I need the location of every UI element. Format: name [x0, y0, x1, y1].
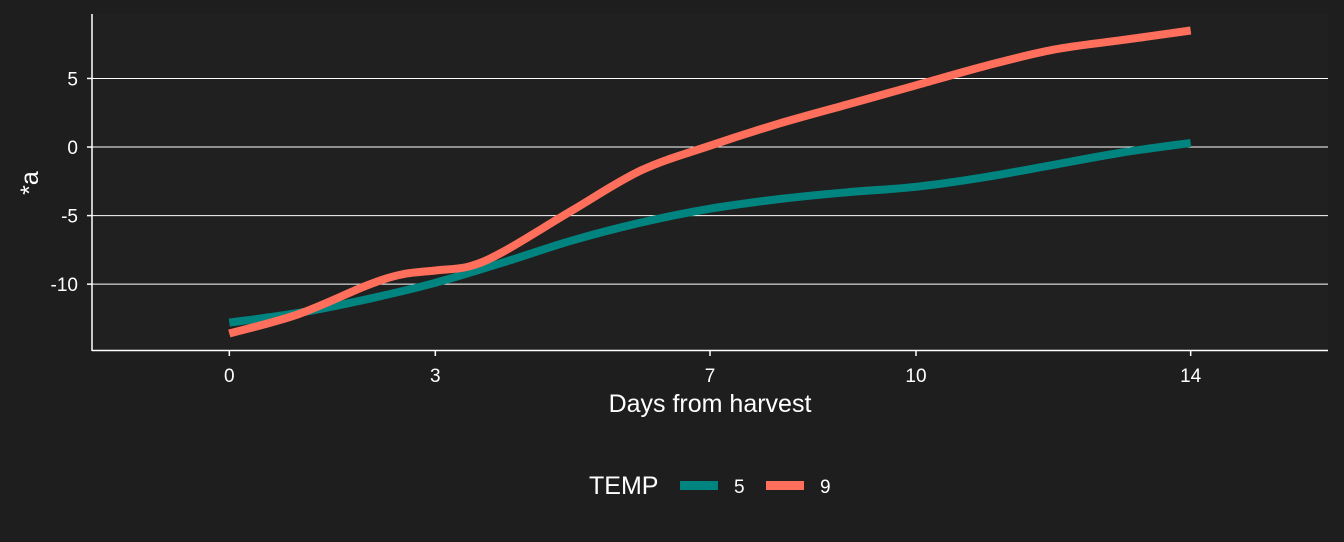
plot-panel [92, 14, 1328, 350]
y-axis-title: *a [16, 171, 44, 195]
y-tick-label: -5 [61, 207, 78, 228]
x-tick-label: 7 [705, 366, 716, 387]
series-line-9 [228, 26, 1192, 338]
series-line-5 [228, 138, 1192, 327]
legend-label-9: 9 [820, 477, 831, 498]
y-tick-label: -10 [51, 275, 78, 296]
y-tick-label: 0 [67, 138, 78, 159]
x-tick-label: 10 [905, 366, 926, 387]
x-axis-ticks: 0 3 7 10 14 [224, 351, 1202, 387]
legend-title: TEMP [589, 472, 658, 500]
series-layer [228, 26, 1192, 338]
x-tick-label: 3 [430, 366, 441, 387]
legend-key-9 [766, 481, 804, 490]
x-tick-label: 0 [224, 366, 235, 387]
y-axis-ticks: -10 -5 0 5 [51, 69, 92, 296]
y-tick-label: 5 [67, 69, 78, 90]
x-tick-label: 14 [1180, 366, 1202, 387]
legend-label-5: 5 [734, 477, 745, 498]
x-axis-title: Days from harvest [609, 390, 812, 418]
legend-key-5 [680, 481, 718, 490]
